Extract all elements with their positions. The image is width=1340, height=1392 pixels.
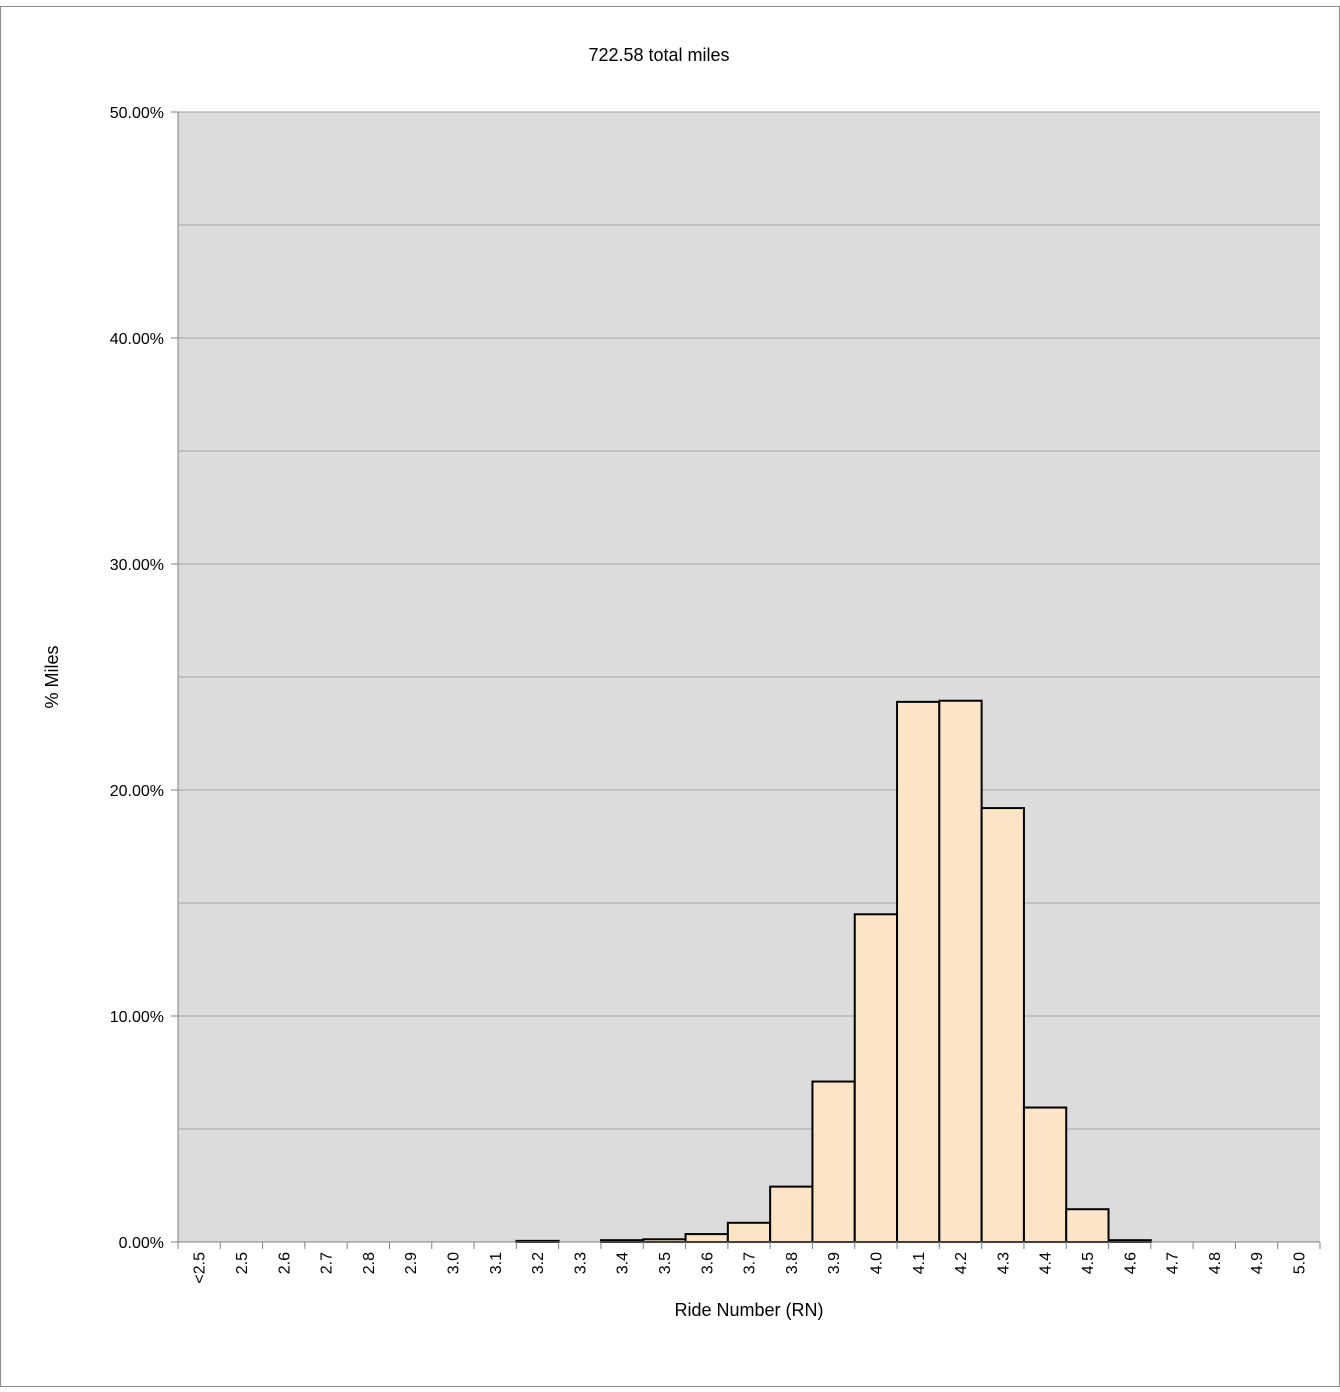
x-tick-label: 2.8 xyxy=(361,1252,378,1274)
x-tick-label: 3.7 xyxy=(742,1252,759,1274)
bar-3.7 xyxy=(726,1221,772,1244)
x-tick-label: 2.9 xyxy=(403,1252,420,1274)
chart-title: 722.58 total miles xyxy=(588,45,729,65)
x-tick-label: 2.7 xyxy=(319,1252,336,1274)
x-tick-label: 4.6 xyxy=(1122,1252,1139,1274)
x-tick-label: 3.5 xyxy=(657,1252,674,1274)
bar-3.8 xyxy=(769,1185,814,1244)
x-axis-label: Ride Number (RN) xyxy=(674,1300,823,1320)
x-tick-label: 3.9 xyxy=(826,1252,843,1274)
y-tick-label: 20.00% xyxy=(110,783,164,800)
bars xyxy=(515,699,1152,1244)
bar-4.0 xyxy=(853,913,899,1243)
bar-3.6 xyxy=(684,1233,729,1243)
x-tick-label: 2.5 xyxy=(234,1252,251,1274)
bar-4.2 xyxy=(938,699,983,1243)
x-tick-label: 4.4 xyxy=(1038,1252,1055,1274)
x-tick-label: 4.9 xyxy=(1249,1252,1266,1274)
x-tick-label: 4.1 xyxy=(911,1252,928,1274)
x-tick-label: 4.3 xyxy=(995,1252,1012,1274)
x-tick-label: 4.7 xyxy=(1165,1252,1182,1274)
x-tick-label: 2.6 xyxy=(276,1252,293,1274)
x-tick-label: 4.2 xyxy=(953,1252,970,1274)
x-tick-label: 3.8 xyxy=(784,1252,801,1274)
x-tick-labels: <2.5 2.5 2.6 2.7 2.8 2.9 3.0 3.1 3.2 3.3 3.4 3.5 3.6… xyxy=(192,1252,1309,1284)
bar-4.1 xyxy=(896,700,941,1243)
bar-4.3 xyxy=(980,807,1025,1244)
x-tick-label: 4.5 xyxy=(1080,1252,1097,1274)
bar-4.4 xyxy=(1022,1106,1068,1244)
axes xyxy=(171,111,1321,1249)
x-tick-label: 3.0 xyxy=(446,1252,463,1274)
y-tick-label: 0.00% xyxy=(119,1235,164,1252)
y-tick-label: 40.00% xyxy=(110,331,164,348)
bar-4.5 xyxy=(1065,1208,1110,1243)
x-tick-label: 4.8 xyxy=(1207,1252,1224,1274)
x-tick-label: 3.1 xyxy=(488,1252,505,1274)
y-tick-label: 30.00% xyxy=(110,557,164,574)
y-tick-label: 10.00% xyxy=(110,1009,164,1026)
y-axis-label: % Miles xyxy=(42,645,62,708)
x-tick-label: 5.0 xyxy=(1291,1252,1308,1274)
gridlines xyxy=(178,111,1320,1130)
x-tick-label: 3.4 xyxy=(615,1252,632,1274)
y-tick-label: 50.00% xyxy=(110,105,164,122)
x-tick-label: 3.2 xyxy=(530,1252,547,1274)
x-tick-label: 4.0 xyxy=(868,1252,885,1274)
x-tick-label: 3.6 xyxy=(699,1252,716,1274)
x-tick-label: <2.5 xyxy=(192,1252,209,1284)
y-tick-labels: 0.00% 10.00% 20.00% 30.00% 40.00% 50.00% xyxy=(110,105,164,1252)
bar-3.9 xyxy=(811,1080,856,1244)
x-tick-label: 3.3 xyxy=(572,1252,589,1274)
